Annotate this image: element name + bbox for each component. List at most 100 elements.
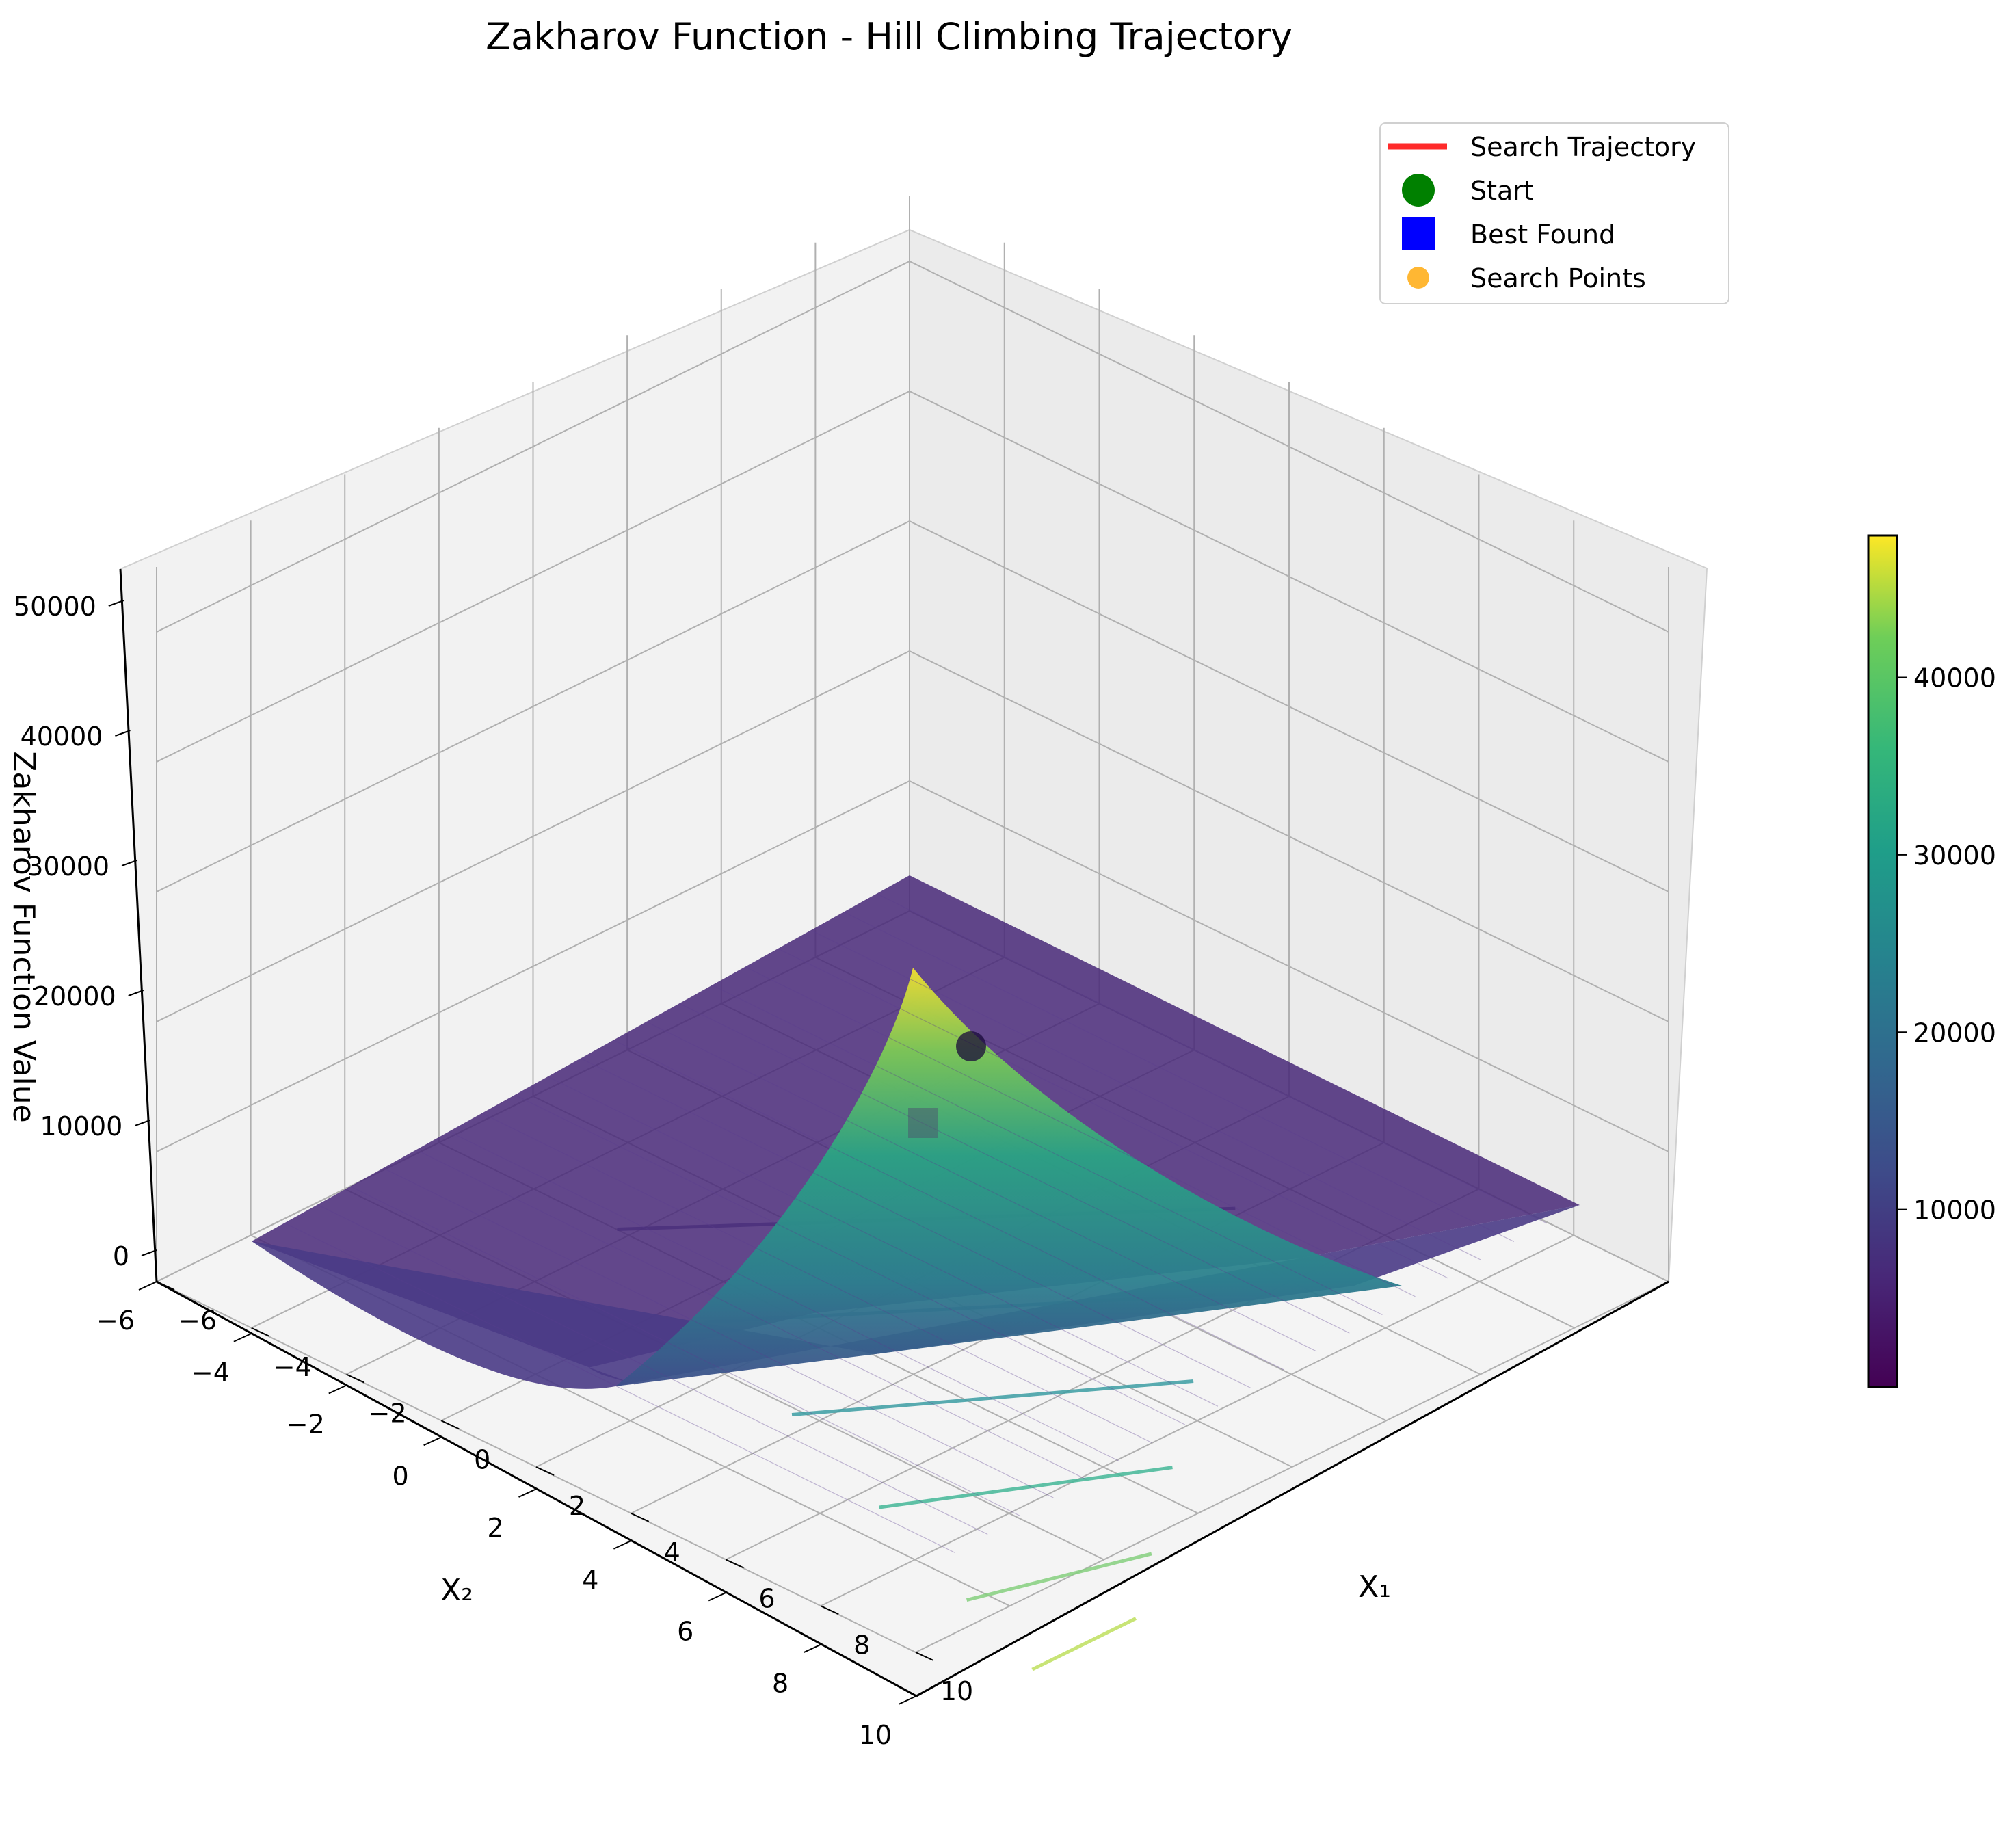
mesh-line <box>745 966 1416 1297</box>
x1-tick-label: 6 <box>758 1584 775 1614</box>
colorbar: 10000 20000 30000 40000 <box>1867 534 1996 1388</box>
x2-tick-mark <box>423 1436 442 1446</box>
legend-label: Search Trajectory <box>1470 132 1696 162</box>
mesh-line <box>843 911 1515 1243</box>
x1-tick-label: −2 <box>368 1399 406 1429</box>
surface-mesh <box>284 893 1548 1553</box>
x2-tick-mark <box>233 1332 252 1342</box>
z-tick <box>135 1120 150 1126</box>
mesh-line <box>481 1113 1152 1444</box>
z-tick <box>141 1249 157 1256</box>
grid-line-z <box>156 520 1669 892</box>
x1-axis-label: X₁ <box>1358 1570 1391 1604</box>
x1-tick-label: −6 <box>178 1306 217 1336</box>
x1-tick-label: −4 <box>274 1352 312 1382</box>
zakharov-surface <box>252 875 1580 1553</box>
x2-tick-mark <box>803 1643 822 1654</box>
legend-circle-icon <box>1402 174 1435 207</box>
z-tick <box>128 990 144 996</box>
mesh-line <box>613 1040 1284 1371</box>
grid-line-z <box>156 780 1669 1152</box>
x1-tick <box>251 1327 270 1337</box>
mesh-line <box>383 1167 1054 1498</box>
colorbar-tick-label: 30000 <box>1913 841 1996 871</box>
x2-tick-label: 0 <box>393 1461 409 1491</box>
grid-line-z <box>156 260 1669 633</box>
mesh-line <box>580 1057 1251 1389</box>
x1-tick <box>440 1420 460 1430</box>
mesh-line <box>876 893 1548 1224</box>
grid-line-z <box>156 390 1669 763</box>
mesh-line <box>350 1186 1021 1517</box>
colorbar-gradient <box>1867 534 1898 1388</box>
x2-axis-label: X₂ <box>440 1573 473 1608</box>
x1-tick <box>915 1652 934 1661</box>
legend-circle-icon <box>1407 267 1429 289</box>
x2-tick-label: −6 <box>96 1306 135 1336</box>
x1-tick-label: 4 <box>664 1537 680 1567</box>
x1-tick <box>726 1559 744 1569</box>
grid-line-z <box>156 650 1669 1022</box>
legend-label: Search Points <box>1470 263 1646 293</box>
x1-tick <box>820 1605 839 1615</box>
contour-line <box>966 1552 1152 1602</box>
legend-label: Best Found <box>1470 220 1615 250</box>
x2-tick-mark <box>138 1281 157 1291</box>
z-axis-label: Zakharov Function Value <box>6 751 41 1122</box>
x1-tick <box>346 1373 364 1384</box>
x1-tick-label: 8 <box>853 1630 870 1660</box>
mesh-line <box>449 1130 1119 1462</box>
z-tick-label: 40000 <box>21 722 103 752</box>
contour-line <box>791 1379 1194 1417</box>
mesh-line <box>810 929 1481 1260</box>
best-found-marker <box>908 1108 938 1138</box>
mesh-line <box>646 1021 1317 1352</box>
z-tick-label: 50000 <box>14 592 96 622</box>
colorbar-ticks: 10000 20000 30000 40000 <box>1897 663 1996 1226</box>
surface-peak-ridge <box>615 968 1402 1386</box>
z-tick-label: 20000 <box>34 981 116 1011</box>
x2-tick-label: 4 <box>582 1565 598 1595</box>
contour-line <box>1031 1617 1137 1671</box>
contour-line <box>879 1466 1173 1509</box>
x2-tick-label: 10 <box>859 1720 892 1750</box>
x2-tick-mark <box>613 1539 632 1550</box>
z-tick-label: 0 <box>113 1241 129 1271</box>
mesh-line <box>317 1204 988 1535</box>
legend-label: Start <box>1470 176 1534 206</box>
mesh-line <box>778 948 1448 1279</box>
x1-tick <box>156 1281 175 1291</box>
legend-square-icon <box>1402 217 1435 250</box>
x2-tick-label: −4 <box>191 1358 230 1388</box>
mesh-line <box>547 1076 1219 1407</box>
legend-frame <box>1379 122 1729 304</box>
x1-tick-label: 10 <box>940 1676 973 1706</box>
mesh-line <box>416 1149 1087 1480</box>
chart-title: Zakharov Function - Hill Climbing Trajec… <box>486 15 1292 58</box>
x1-tick-label: 2 <box>569 1491 585 1521</box>
x2-tick-label: 8 <box>772 1668 788 1698</box>
mesh-line <box>284 1222 955 1553</box>
x2-tick-mark <box>708 1591 727 1602</box>
x2-tick-mark <box>328 1384 347 1394</box>
x2-tick-label: −2 <box>287 1410 325 1440</box>
x2-tick-label: 6 <box>677 1617 693 1647</box>
colorbar-tick-label: 40000 <box>1913 663 1996 693</box>
x2-tick-mark <box>518 1488 537 1498</box>
z-tick-label: 30000 <box>27 851 109 882</box>
legend: Search Trajectory Start Best Found Search P… <box>1379 122 1729 304</box>
x1-tick <box>535 1466 555 1476</box>
mesh-line <box>514 1094 1186 1425</box>
z-tick <box>108 600 124 607</box>
axis-ticks: −6 −4 −2 0 2 4 6 8 10 −6 −4 −2 0 2 4 6 8 10 0 10000 20000 300… <box>14 592 973 1750</box>
z-axis-line <box>119 568 158 1282</box>
start-marker <box>956 1031 986 1061</box>
mesh-line <box>712 984 1383 1316</box>
colorbar-tick-label: 10000 <box>1913 1195 1996 1226</box>
z-tick <box>121 860 137 866</box>
x1-tick <box>631 1512 650 1522</box>
x2-tick-mark <box>898 1695 917 1705</box>
x1-tick-label: 0 <box>474 1444 490 1474</box>
z-tick-label: 10000 <box>40 1111 122 1141</box>
